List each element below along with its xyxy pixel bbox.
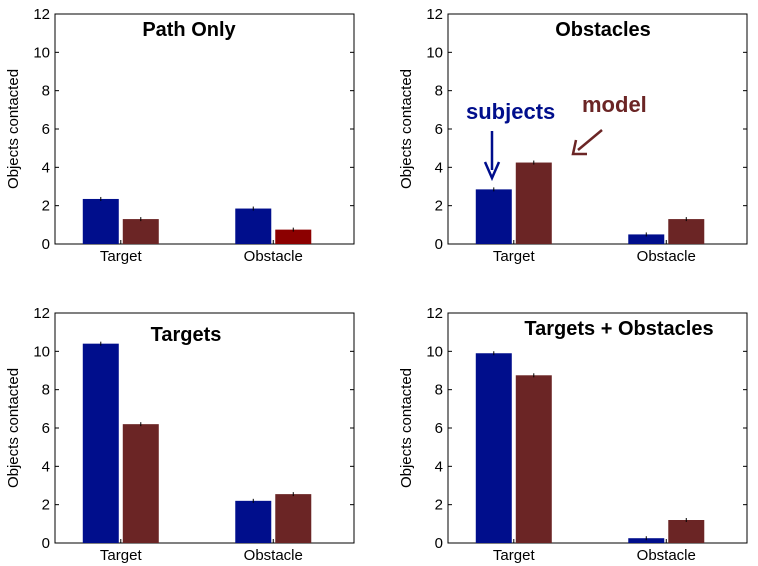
bar-model [515, 162, 552, 244]
bar-subjects [82, 198, 119, 244]
y-tick-label: 12 [33, 6, 50, 23]
y-tick-label: 8 [42, 382, 50, 399]
x-category-label: Target [100, 547, 143, 564]
y-tick-label: 4 [435, 159, 443, 176]
chart-panel: 0 2 4 6 8 10 12 Objects contacted Path Only Targe… [5, 6, 355, 265]
y-tick-label: 6 [42, 420, 50, 437]
y-axis-label: Objects contacted [398, 368, 415, 488]
y-tick-label: 0 [435, 236, 443, 253]
panel-title: Path Only [142, 19, 236, 41]
y-tick-label: 4 [435, 458, 443, 475]
y-tick-label: 12 [426, 305, 443, 322]
y-tick-label: 12 [426, 6, 443, 23]
y-tick-label: 8 [435, 83, 443, 100]
x-category-label: Obstacle [637, 547, 696, 564]
bar-model [668, 520, 705, 543]
y-axis-label: Objects contacted [5, 69, 22, 189]
bar-subjects [235, 208, 272, 244]
x-category-label: Target [100, 248, 143, 265]
y-tick-label: 4 [42, 458, 50, 475]
y-tick-label: 2 [42, 497, 50, 514]
x-category-label: Target [493, 248, 536, 265]
model-arrow-icon [571, 129, 603, 156]
subjects-annotation: subjects [466, 99, 555, 124]
y-tick-label: 2 [42, 198, 50, 215]
y-axis-label: Objects contacted [398, 69, 415, 189]
y-tick-label: 0 [435, 535, 443, 552]
y-tick-label: 10 [33, 343, 50, 360]
bar-model [122, 424, 159, 543]
subjects-arrow-icon [483, 131, 501, 182]
y-tick-label: 2 [435, 497, 443, 514]
y-tick-label: 8 [42, 83, 50, 100]
bar-subjects [628, 538, 665, 543]
y-tick-label: 10 [426, 44, 443, 61]
bar-subjects [82, 343, 119, 543]
y-tick-label: 12 [33, 305, 50, 322]
y-tick-label: 6 [42, 121, 50, 138]
x-category-label: Obstacle [637, 248, 696, 265]
bar-model [515, 375, 552, 543]
y-tick-label: 6 [435, 121, 443, 138]
chart-panel: 0 2 4 6 8 10 12 Objects contacted Obstacles Targe… [398, 6, 748, 265]
chart-panel: 0 2 4 6 8 10 12 Objects contacted Targets Target O… [5, 305, 355, 564]
panel-title: Targets + Obstacles [524, 318, 713, 340]
bar-model [275, 494, 312, 543]
panel-title: Targets [151, 324, 222, 346]
y-axis-label: Objects contacted [5, 368, 22, 488]
y-tick-label: 0 [42, 535, 50, 552]
x-category-label: Obstacle [244, 547, 303, 564]
y-tick-label: 4 [42, 159, 50, 176]
x-category-label: Obstacle [244, 248, 303, 265]
y-tick-label: 6 [435, 420, 443, 437]
bar-model [668, 219, 705, 244]
bar-subjects [475, 353, 512, 543]
y-tick-label: 0 [42, 236, 50, 253]
model-annotation: model [582, 92, 647, 117]
panels: 0 2 4 6 8 10 12 Objects contacted Path Only Targe… [5, 6, 748, 564]
bar-subjects [628, 234, 665, 244]
y-tick-label: 2 [435, 198, 443, 215]
y-tick-label: 10 [426, 343, 443, 360]
y-tick-label: 10 [33, 44, 50, 61]
chart-panel: 0 2 4 6 8 10 12 Objects contacted Targets + Obst… [398, 305, 748, 564]
x-category-label: Target [493, 547, 536, 564]
annotations: subjects model [466, 92, 647, 182]
panel-title: Obstacles [555, 19, 651, 41]
bar-model [122, 219, 159, 244]
bar-subjects [235, 500, 272, 543]
y-tick-label: 8 [435, 382, 443, 399]
bar-model [275, 229, 312, 244]
bar-subjects [475, 189, 512, 244]
